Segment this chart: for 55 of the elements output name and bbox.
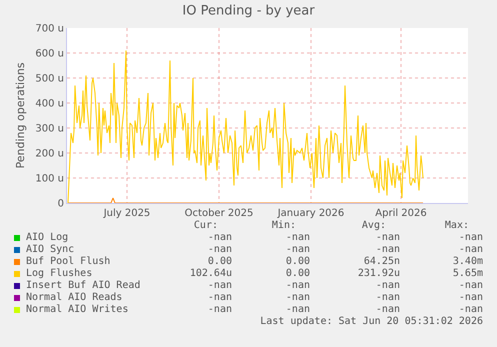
text: Max:	[444, 220, 469, 232]
x-tick-label: July 2025	[102, 208, 150, 219]
text: -nan	[376, 280, 400, 292]
text: -nan	[208, 244, 232, 256]
y-axis-title: Pending operations	[14, 62, 28, 169]
text: 231.92u	[358, 268, 400, 280]
y-tick-label: 100 u	[35, 174, 64, 184]
text: -nan	[286, 304, 310, 316]
legend-label: Log Flushes	[26, 268, 92, 280]
text: -nan	[376, 244, 400, 256]
legend-label: AIO Log	[26, 232, 68, 244]
text: -nan	[286, 292, 310, 304]
text: -nan	[458, 304, 483, 316]
text: -nan	[376, 292, 400, 304]
y-tick-label: 400 u	[35, 98, 64, 110]
y-tick-label: 200 u	[35, 148, 64, 160]
text: -nan	[286, 232, 310, 244]
text: -nan	[208, 304, 232, 316]
legend-label: Insert Buf AIO Read	[26, 280, 140, 292]
legend-label: AIO Sync	[26, 244, 74, 256]
text: -nan	[286, 280, 310, 292]
y-tick-label: 600 u	[35, 48, 64, 60]
text: -nan	[458, 244, 483, 256]
x-tick-label: January 2026	[276, 208, 344, 219]
y-tick-label: 700 u	[35, 24, 64, 34]
text: -nan	[376, 304, 400, 316]
y-tick-label: 500 u	[35, 74, 64, 84]
text: 0.00	[286, 256, 310, 268]
x-tick-label: April 2026	[375, 208, 427, 219]
text: Min:	[272, 220, 296, 232]
text: -nan	[458, 280, 483, 292]
text: 5.65m	[452, 268, 483, 280]
text: 64.25n	[364, 256, 400, 268]
x-tick-label: October 2025	[184, 208, 254, 219]
text: -nan	[376, 232, 400, 244]
text: -nan	[208, 292, 232, 304]
y-tick-label: 300 u	[35, 124, 64, 134]
legend-label: Buf Pool Flush	[26, 256, 110, 268]
text: Last update: Sat Jun 20 05:31:02 2026	[260, 316, 483, 328]
text: -nan	[286, 244, 310, 256]
text: -nan	[458, 292, 483, 304]
y-tick-label: 0	[58, 198, 64, 210]
legend-label: Normal AIO Reads	[26, 292, 122, 304]
line-series	[68, 50, 424, 203]
text: Cur:	[194, 220, 218, 232]
text: 102.64u	[190, 268, 232, 280]
chart-title: IO Pending - by year	[182, 3, 316, 18]
text: 0.00	[286, 268, 310, 280]
text: Avg:	[362, 220, 386, 232]
text: -nan	[458, 232, 483, 244]
text: 3.40m	[452, 256, 483, 268]
legend-label: Normal AIO Writes	[26, 304, 128, 316]
text: -nan	[208, 280, 232, 292]
text: -nan	[208, 232, 232, 244]
text: 0.00	[208, 256, 232, 268]
